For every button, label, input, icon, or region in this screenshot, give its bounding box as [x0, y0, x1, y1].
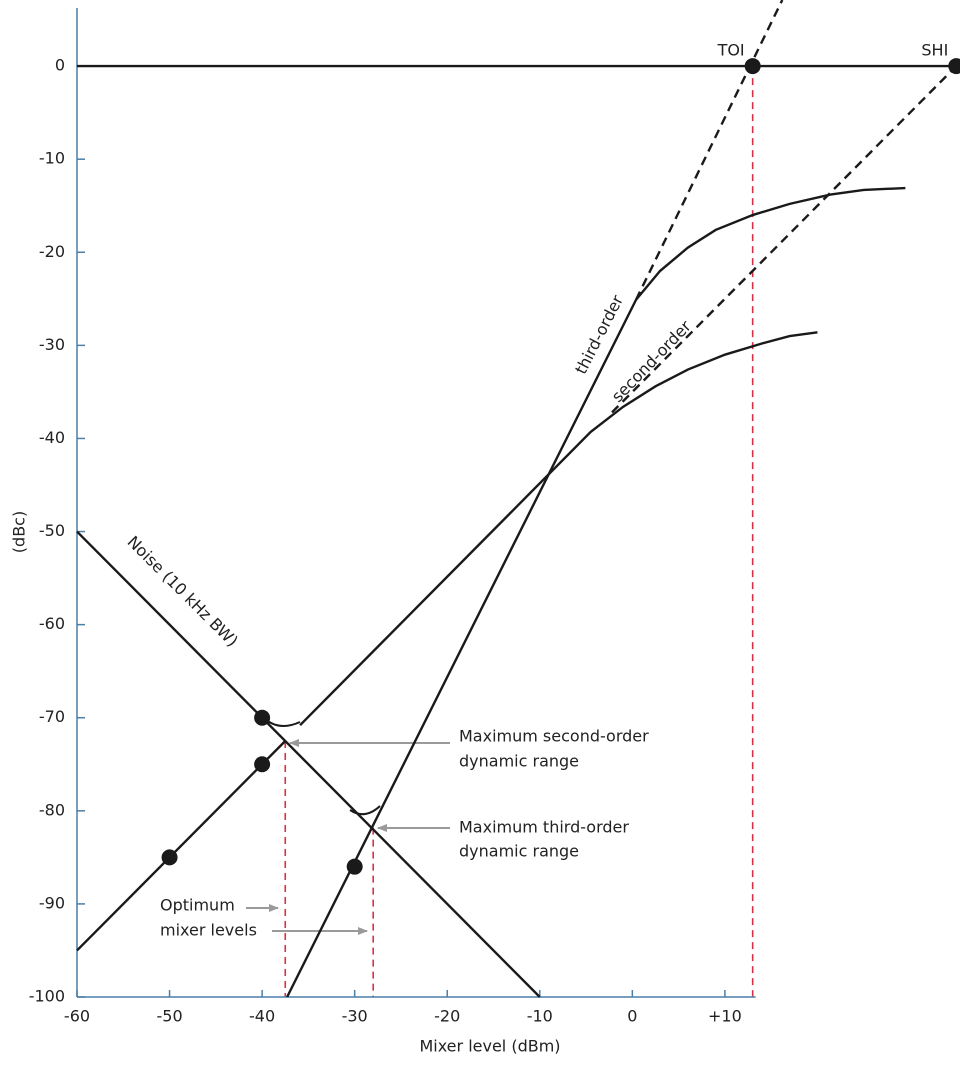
y-tick-label: -30	[39, 335, 65, 354]
marker	[254, 756, 271, 773]
x-tick-label: -60	[64, 1007, 90, 1026]
y-tick-label: -80	[39, 800, 65, 819]
y-tick-label: -10	[39, 149, 65, 168]
y-tick-label: -50	[39, 521, 65, 540]
y-tick-label: -70	[39, 707, 65, 726]
annotation: mixer levels	[160, 921, 257, 940]
marker	[948, 58, 960, 75]
x-axis-label: Mixer level (dBm)	[419, 1037, 560, 1056]
annotation: dynamic range	[459, 842, 579, 861]
marker	[254, 709, 271, 726]
x-tick-label: -30	[342, 1007, 368, 1026]
series-line	[286, 186, 906, 998]
annotation: dynamic range	[459, 752, 579, 771]
line	[634, 0, 784, 301]
x-tick-label: -50	[156, 1007, 182, 1026]
marker	[346, 858, 363, 875]
x-tick-label: +10	[708, 1007, 742, 1026]
annotation: Optimum	[160, 896, 235, 915]
y-tick-label: 0	[55, 56, 65, 75]
hook	[349, 805, 381, 816]
y-tick-label: -100	[29, 987, 65, 1006]
x-tick-label: -10	[527, 1007, 553, 1026]
y-axis-label: (dBc)	[10, 511, 29, 553]
line	[76, 740, 287, 952]
marker-label: TOI	[717, 41, 745, 60]
series-line	[76, 530, 541, 998]
marker-label: SHI	[921, 41, 948, 60]
x-tick-label: -20	[434, 1007, 460, 1026]
series-line	[299, 331, 818, 727]
annotation: Maximum second-order	[459, 727, 649, 746]
y-tick-label: -40	[39, 428, 65, 447]
y-tick-label: -20	[39, 242, 65, 261]
annotation: Maximum third-order	[459, 818, 629, 837]
series-label: Noise (10 kHz BW)	[124, 532, 242, 650]
y-tick-label: -90	[39, 893, 65, 912]
y-tick-label: -60	[39, 614, 65, 633]
marker	[161, 849, 178, 866]
line	[611, 65, 958, 414]
x-tick-label: -40	[249, 1007, 275, 1026]
x-tick-label: 0	[627, 1007, 637, 1026]
marker	[744, 58, 761, 75]
